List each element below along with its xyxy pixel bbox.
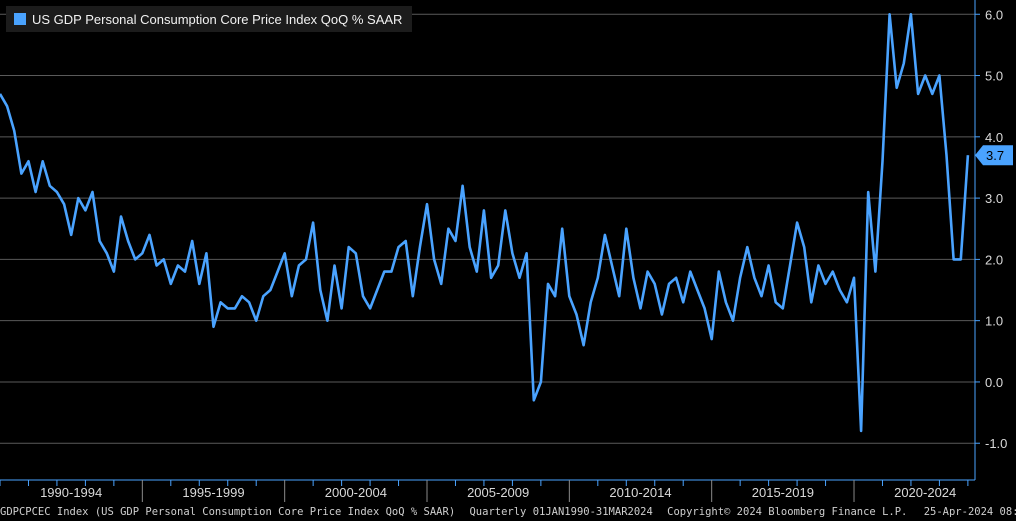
legend: US GDP Personal Consumption Core Price I… — [6, 6, 413, 32]
x-group-label: 2010-2014 — [609, 485, 671, 500]
last-value-badge — [975, 145, 1013, 166]
axes — [0, 0, 976, 481]
y-tick-label: 1.0 — [985, 314, 1003, 329]
x-group-label: 2000-2004 — [325, 485, 387, 500]
footer-source: GDPCPCEC Index (US GDP Personal Consumpt… — [0, 506, 456, 518]
grid-lines — [0, 13, 975, 444]
series-layer — [0, 13, 970, 433]
y-tick-label: 4.0 — [985, 130, 1003, 145]
x-group-label: 2005-2009 — [467, 485, 529, 500]
legend-label: US GDP Personal Consumption Core Price I… — [32, 11, 403, 27]
last-value-label: 3.7 — [986, 148, 1004, 163]
footer-copyright: Copyright© 2024 Bloomberg Finance L.P. — [667, 506, 908, 518]
y-tick-label: 2.0 — [985, 252, 1003, 267]
y-tick-label: -1.0 — [985, 436, 1007, 451]
last-value-marker: 3.7 — [975, 145, 1013, 166]
footer-period: Quarterly 01JAN1990-31MAR2024 — [469, 506, 653, 518]
y-tick-label: 0.0 — [985, 375, 1003, 390]
y-tick-label: 5.0 — [985, 69, 1003, 84]
legend-swatch — [14, 13, 26, 25]
series-line — [0, 13, 970, 433]
footer: GDPCPCEC Index (US GDP Personal Consumpt… — [0, 503, 1016, 521]
y-tick-label: 3.0 — [985, 191, 1003, 206]
y-axis-ticks: -1.0 0.0 1.0 2.0 3.0 4.0 5.0 6.0 — [975, 7, 1007, 451]
x-axis-groups: 1990-1994 1995-1999 2000-2004 2005-2009 2010… — [0, 480, 969, 502]
footer-timestamp: 25-Apr-2024 08:52:04 — [923, 506, 1016, 518]
x-group-label: 1990-1994 — [40, 485, 102, 500]
x-group-label: 2015-2019 — [752, 485, 814, 500]
x-group-label: 1995-1999 — [182, 485, 244, 500]
y-tick-label: 6.0 — [985, 7, 1003, 22]
x-group-label: 2020-2024 — [894, 485, 956, 500]
